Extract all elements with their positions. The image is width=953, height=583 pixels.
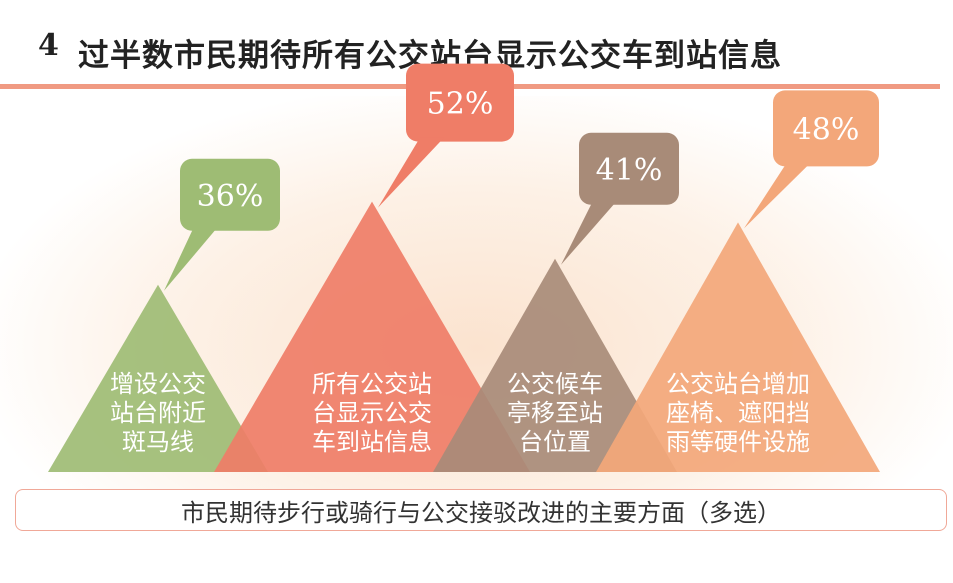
mountain-label-3-line-1: 公交候车 — [507, 370, 603, 398]
mountain-label-2-line-2: 台显示公交 — [312, 399, 432, 427]
value-label-4: 48% — [793, 112, 860, 147]
value-bubble-3: 41% — [561, 132, 679, 265]
section-number: 4 — [38, 28, 59, 63]
value-label-3: 41% — [596, 153, 663, 188]
mountain-label-1-line-3: 斑马线 — [122, 428, 194, 456]
chart-caption: 市民期待步行或骑行与公交接驳改进的主要方面（多选） — [15, 489, 947, 531]
caption-text: 市民期待步行或骑行与公交接驳改进的主要方面（多选） — [181, 498, 781, 527]
value-bubble-1: 36% — [164, 158, 280, 291]
value-bubble-2: 52% — [378, 63, 514, 208]
value-label-1: 36% — [197, 179, 264, 214]
value-label-2: 52% — [427, 87, 494, 122]
mountain-label-3-line-3: 台位置 — [519, 428, 591, 456]
mountain-label-4-line-1: 公交站台增加 — [666, 370, 810, 398]
mountain-label-4-line-3: 雨等硬件设施 — [666, 428, 810, 456]
mountain-3 — [433, 258, 677, 472]
mountain-label-1-line-1: 增设公交 — [110, 370, 206, 398]
mountain-label-1-line-2: 站台附近 — [110, 399, 206, 427]
mountain-label-2-line-3: 车到站信息 — [312, 428, 432, 456]
mountain-label-4-line-2: 座椅、遮阳挡 — [666, 399, 810, 427]
mountain-label-3-line-2: 亭移至站 — [507, 399, 603, 427]
mountain-1 — [48, 284, 268, 472]
mountain-4 — [596, 222, 880, 472]
mountain-2 — [214, 201, 530, 472]
mountain-label-2-line-1: 所有公交站 — [312, 370, 432, 398]
value-bubble-4: 48% — [744, 90, 879, 229]
